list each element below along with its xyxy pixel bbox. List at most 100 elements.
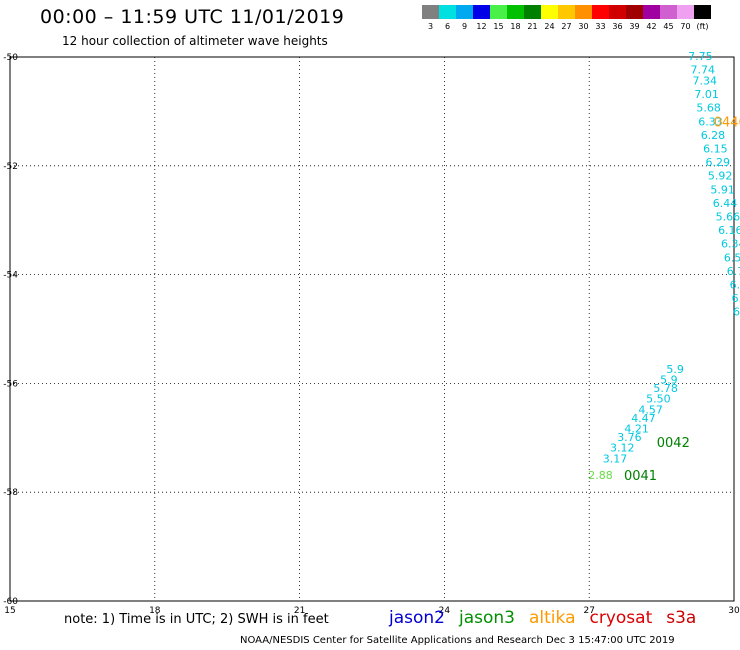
- color-scale-cell: 6: [439, 5, 456, 31]
- pass-labels: 0446 0041 0042: [624, 115, 740, 484]
- color-scale-tick: 24: [544, 22, 555, 31]
- data-label-jason3: 4.47: [631, 412, 656, 425]
- data-label-altika: 6.16: [718, 224, 740, 237]
- color-scale-cell: 33: [592, 5, 609, 31]
- color-scale-cell: 42: [643, 5, 660, 31]
- color-swatch: [507, 5, 524, 19]
- color-scale-cell: (ft): [694, 5, 711, 31]
- y-tick-label: -52: [3, 162, 18, 172]
- pass-label: 0042: [657, 436, 690, 451]
- color-scale-tick: 27: [561, 22, 572, 31]
- color-swatch: [677, 5, 694, 19]
- satellite-legend-s3a: s3a: [666, 608, 697, 628]
- plot-frame: [9, 56, 735, 602]
- satellite-legend-altika: altika: [529, 608, 576, 628]
- color-scale-cell: 36: [609, 5, 626, 31]
- data-label-jason3: 5.9: [666, 363, 684, 376]
- color-scale-legend: 3 6 9 12 15 18 21 24 27 30 33 36 39 42 45 70 (ft): [422, 5, 711, 31]
- data-label-altika: 5.66: [716, 210, 740, 223]
- data-label-altika: 7.01: [694, 88, 719, 101]
- satellite-legend-jason2: jason2: [389, 608, 445, 628]
- color-scale-cell: 39: [626, 5, 643, 31]
- data-label-altika: 5.68: [696, 102, 721, 115]
- y-tick-label: -56: [3, 379, 18, 389]
- color-scale-tick: 39: [629, 22, 640, 31]
- data-label-jason3: 3.76: [617, 431, 642, 444]
- x-tick-label: 27: [583, 606, 594, 616]
- chart-title: 00:00 – 11:59 UTC 11/01/2019: [40, 6, 345, 28]
- color-scale-tick: 21: [527, 22, 538, 31]
- y-tick-label: -58: [3, 488, 18, 498]
- data-label-altika: 6: [733, 306, 740, 319]
- color-scale-tick: 9: [461, 22, 468, 31]
- y-axis-ticks: -50 -52 -54 -56 -58 -60: [3, 53, 18, 607]
- chart-subtitle: 12 hour collection of altimeter wave hei…: [62, 34, 328, 48]
- footer-note: note: 1) Time is in UTC; 2) SWH is in fe…: [64, 612, 329, 627]
- data-label-altika: 6.7: [727, 265, 740, 278]
- data-label-jason3: 3.12: [610, 442, 635, 455]
- color-swatch: [456, 5, 473, 19]
- data-label-altika: 6.29: [706, 156, 731, 169]
- color-swatch: [558, 5, 575, 19]
- data-label-altika: 6.6: [730, 278, 740, 291]
- x-tick-label: 21: [294, 606, 305, 616]
- color-scale-cell: 12: [473, 5, 490, 31]
- y-tick-label: -60: [3, 597, 18, 607]
- color-scale-tick: 45: [663, 22, 674, 31]
- color-scale-tick: 18: [510, 22, 521, 31]
- color-swatch: [626, 5, 643, 19]
- color-scale-cell: 70: [677, 5, 694, 31]
- color-scale-cell: 27: [558, 5, 575, 31]
- data-label-jason3: 3.17: [603, 453, 628, 466]
- color-scale-tick: 70: [680, 22, 691, 31]
- color-scale-tick: 42: [646, 22, 657, 31]
- data-label-jason3: 5.9: [660, 374, 678, 387]
- color-scale-cell: 3: [422, 5, 439, 31]
- color-swatch: [592, 5, 609, 19]
- color-scale-tick: 33: [595, 22, 606, 31]
- data-label-altika: 7.75: [688, 50, 713, 63]
- x-tick-label: 30: [728, 606, 740, 616]
- color-swatch: [541, 5, 558, 19]
- data-label-jason3: 5.78: [653, 382, 678, 395]
- color-swatch: [694, 5, 711, 19]
- y-tick-label: -50: [3, 53, 18, 63]
- data-label-altika: 6.15: [703, 142, 728, 155]
- y-tick-label: -54: [3, 271, 18, 281]
- color-swatch: [609, 5, 626, 19]
- data-label-jason3: 4.21: [624, 423, 649, 436]
- data-points: 7.757.747.347.015.686.336.286.156.295.92…: [588, 50, 740, 482]
- data-label-altika: 7.34: [692, 74, 717, 87]
- data-label-altika: 6.33: [698, 115, 723, 128]
- color-swatch: [660, 5, 677, 19]
- data-label-altika: 6.44: [713, 197, 738, 210]
- data-label-jason3: 5.50: [646, 393, 671, 406]
- color-scale-tick: 6: [444, 22, 451, 31]
- color-swatch: [422, 5, 439, 19]
- satellite-legend-jason3: jason3: [459, 608, 515, 628]
- color-scale-cell: 24: [541, 5, 558, 31]
- color-scale-cell: 45: [660, 5, 677, 31]
- data-label-altika: 5.92: [708, 170, 733, 183]
- data-label-altika: 6.34: [721, 238, 740, 251]
- data-label-altika: 6.: [732, 292, 740, 305]
- color-scale-tick: 12: [476, 22, 487, 31]
- satellite-legend-cryosat: cryosat: [589, 608, 653, 628]
- footer-credit: NOAA/NESDIS Center for Satellite Applica…: [240, 635, 675, 646]
- pass-label: 0041: [624, 469, 657, 484]
- data-label-altika: 7.74: [691, 64, 716, 77]
- color-scale-cell: 18: [507, 5, 524, 31]
- pass-label: 0446: [714, 115, 740, 130]
- color-swatch: [490, 5, 507, 19]
- color-swatch: [473, 5, 490, 19]
- color-scale-tick: 30: [578, 22, 589, 31]
- data-label-altika: 6.28: [701, 129, 726, 142]
- x-tick-label: 24: [439, 606, 451, 616]
- color-swatch: [643, 5, 660, 19]
- color-scale-tick: 36: [612, 22, 623, 31]
- x-axis-ticks: 15 18 21 24 27 30: [4, 606, 740, 616]
- color-scale-tick: (ft): [696, 22, 709, 31]
- color-swatch: [439, 5, 456, 19]
- grid-lines: [10, 57, 734, 601]
